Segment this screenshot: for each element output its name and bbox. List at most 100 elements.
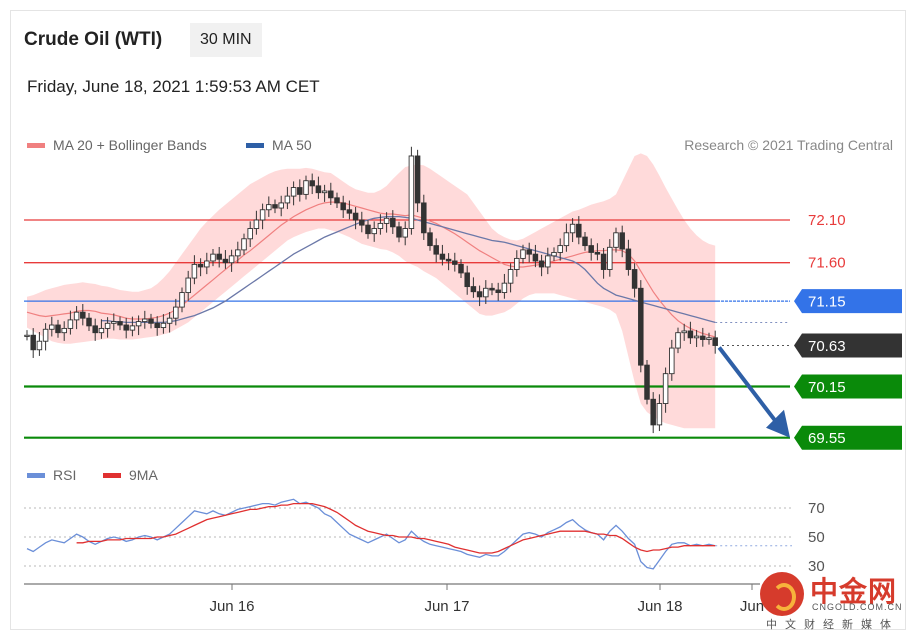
candle-bear — [452, 260, 458, 265]
candle-bull — [675, 332, 681, 349]
candle-bear — [309, 180, 315, 187]
candle-bear — [495, 289, 501, 294]
bollinger-band-area — [27, 153, 716, 429]
ma50-line — [101, 215, 716, 324]
candle-bull — [563, 232, 570, 247]
level-tag-text-71.15: 71.15 — [808, 294, 846, 311]
candle-bull — [669, 347, 675, 375]
candle-bull — [656, 403, 663, 426]
candle-bear — [55, 324, 61, 334]
candle-bear — [86, 317, 92, 327]
candle-bear — [489, 287, 495, 291]
rsi-tick-30: 30 — [808, 558, 825, 575]
candle-bear — [359, 219, 365, 226]
candle-bull — [247, 228, 253, 240]
candle-bear — [433, 245, 439, 255]
rsi-line — [26, 498, 716, 570]
candle-bear — [272, 204, 278, 209]
candle-bear — [396, 226, 402, 238]
candle-bull — [24, 334, 30, 337]
candle-bear — [340, 202, 346, 211]
candle-bull — [662, 373, 669, 404]
level-label-72.10: 72.10 — [808, 212, 846, 229]
candle-bear — [476, 291, 483, 298]
candle-bull — [259, 209, 266, 221]
instrument-title: Crude Oil (WTI) — [24, 29, 163, 50]
candle-bear — [638, 287, 644, 366]
time-tick-label: Jun 18 — [637, 598, 682, 615]
ma20-swatch — [27, 142, 45, 148]
legend-9ma-label: 9MA — [129, 467, 158, 483]
candle-bear — [526, 249, 532, 255]
candle-bear — [365, 224, 371, 235]
candle-bull — [557, 245, 563, 253]
candle-bear — [532, 253, 539, 262]
candle-bull — [501, 282, 508, 294]
candle-bull — [210, 253, 216, 262]
candle-bull — [142, 318, 148, 323]
candle-bear — [414, 155, 421, 204]
candle-bear — [148, 318, 154, 324]
rsi-tick-50: 50 — [808, 529, 825, 546]
candle-bear — [625, 248, 632, 270]
candle-bull — [73, 311, 80, 321]
candle-bull — [706, 337, 712, 340]
candle-bear — [328, 190, 334, 199]
time-tick-label: Jun — [740, 598, 764, 615]
candle-bear — [464, 272, 470, 288]
candle-bull — [402, 228, 408, 238]
candle-bear — [352, 212, 359, 221]
candle-bull — [613, 232, 619, 248]
timeframe-selector[interactable]: 30 MIN — [190, 23, 262, 57]
candle-bear — [700, 335, 706, 340]
forecast-arrow-shaft — [717, 346, 778, 423]
candle-bull — [179, 292, 185, 308]
level-tag-70.63 — [794, 333, 902, 358]
candle-bull — [545, 255, 551, 268]
candle-bull — [49, 324, 55, 330]
candle-bear — [421, 202, 427, 234]
candle-bear — [576, 223, 582, 238]
candle-bull — [383, 217, 390, 224]
candle-bull — [507, 269, 514, 284]
candle-bull — [67, 319, 74, 329]
candle-bear — [650, 398, 656, 426]
candle-bull — [290, 187, 297, 197]
candle-bull — [520, 249, 526, 259]
chart-frame — [10, 10, 906, 630]
legend-ma50: MA 50 — [246, 137, 312, 153]
9ma-swatch — [103, 472, 121, 478]
chart-datetime: Friday, June 18, 2021 1:59:53 AM CET — [27, 77, 320, 96]
candle-bear — [315, 185, 322, 194]
candle-bull — [693, 335, 700, 339]
rsi-tick-70: 70 — [808, 500, 825, 517]
candle-bear — [30, 334, 36, 351]
candle-bear — [222, 258, 229, 264]
cngold-logo-icon — [760, 572, 804, 616]
candle-bull — [98, 327, 105, 334]
legend-ma50-label: MA 50 — [272, 137, 312, 153]
candle-bull — [551, 251, 557, 257]
ma50-swatch — [246, 142, 264, 148]
candle-bull — [104, 322, 111, 329]
candle-bull — [607, 246, 613, 270]
candle-bull — [111, 321, 117, 324]
candle-bull — [266, 204, 272, 211]
candle-bull — [408, 155, 415, 229]
candle-bull — [371, 228, 377, 235]
candle-bear — [216, 253, 222, 260]
level-label-71.60: 71.60 — [808, 255, 846, 272]
candle-bear — [588, 245, 594, 253]
candle-bull — [191, 263, 198, 279]
candle-bull — [129, 325, 136, 331]
candle-bull — [514, 257, 520, 270]
time-tick-label: Jun 16 — [209, 598, 254, 615]
candle-bull — [284, 195, 291, 204]
candle-bull — [377, 222, 384, 229]
candle-bull — [204, 260, 210, 268]
candle-bear — [297, 187, 303, 195]
candle-bear — [123, 324, 129, 331]
candle-bull — [483, 287, 489, 298]
candle-bull — [166, 317, 173, 324]
